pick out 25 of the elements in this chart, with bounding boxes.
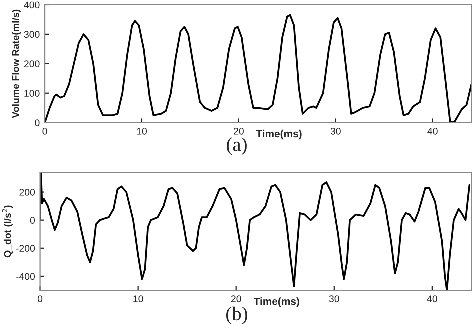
x-axis-title: Time(ms)	[254, 298, 300, 308]
x-tick-label: 40	[427, 296, 438, 302]
y-tick-label: 200	[24, 60, 40, 68]
y-tick-label: 100	[24, 90, 40, 97]
x-tick-label: 30	[330, 128, 341, 135]
x-tick-label: 20	[234, 128, 244, 135]
y-tick-label: 300	[24, 31, 40, 38]
x-tick-label: 40	[428, 128, 438, 135]
y-tick-label: 200	[20, 189, 36, 196]
y-tick-label: 0	[35, 120, 40, 126]
x-tick-label: 10	[134, 296, 144, 302]
y-axis-title: Volume Flow Rate(ml/s)	[12, 10, 22, 118]
y-tick-label: -400	[16, 273, 36, 280]
line-series	[40, 173, 471, 290]
y-tick-label: 400	[24, 2, 40, 9]
y-tick-label: -200	[16, 245, 36, 252]
x-tick-label: 10	[137, 128, 148, 135]
x-tick-label: 30	[329, 296, 340, 302]
x-tick-label: 0	[42, 128, 48, 135]
y-axis-title: Q_dot (l/s$^{2}$)	[2, 206, 14, 258]
x-tick-label: 20	[231, 296, 242, 302]
text: (a)	[227, 138, 247, 156]
x-axis-title: Time(ms)	[256, 130, 302, 140]
y-tick-label: 0	[30, 217, 36, 224]
text: (b)	[226, 306, 248, 325]
